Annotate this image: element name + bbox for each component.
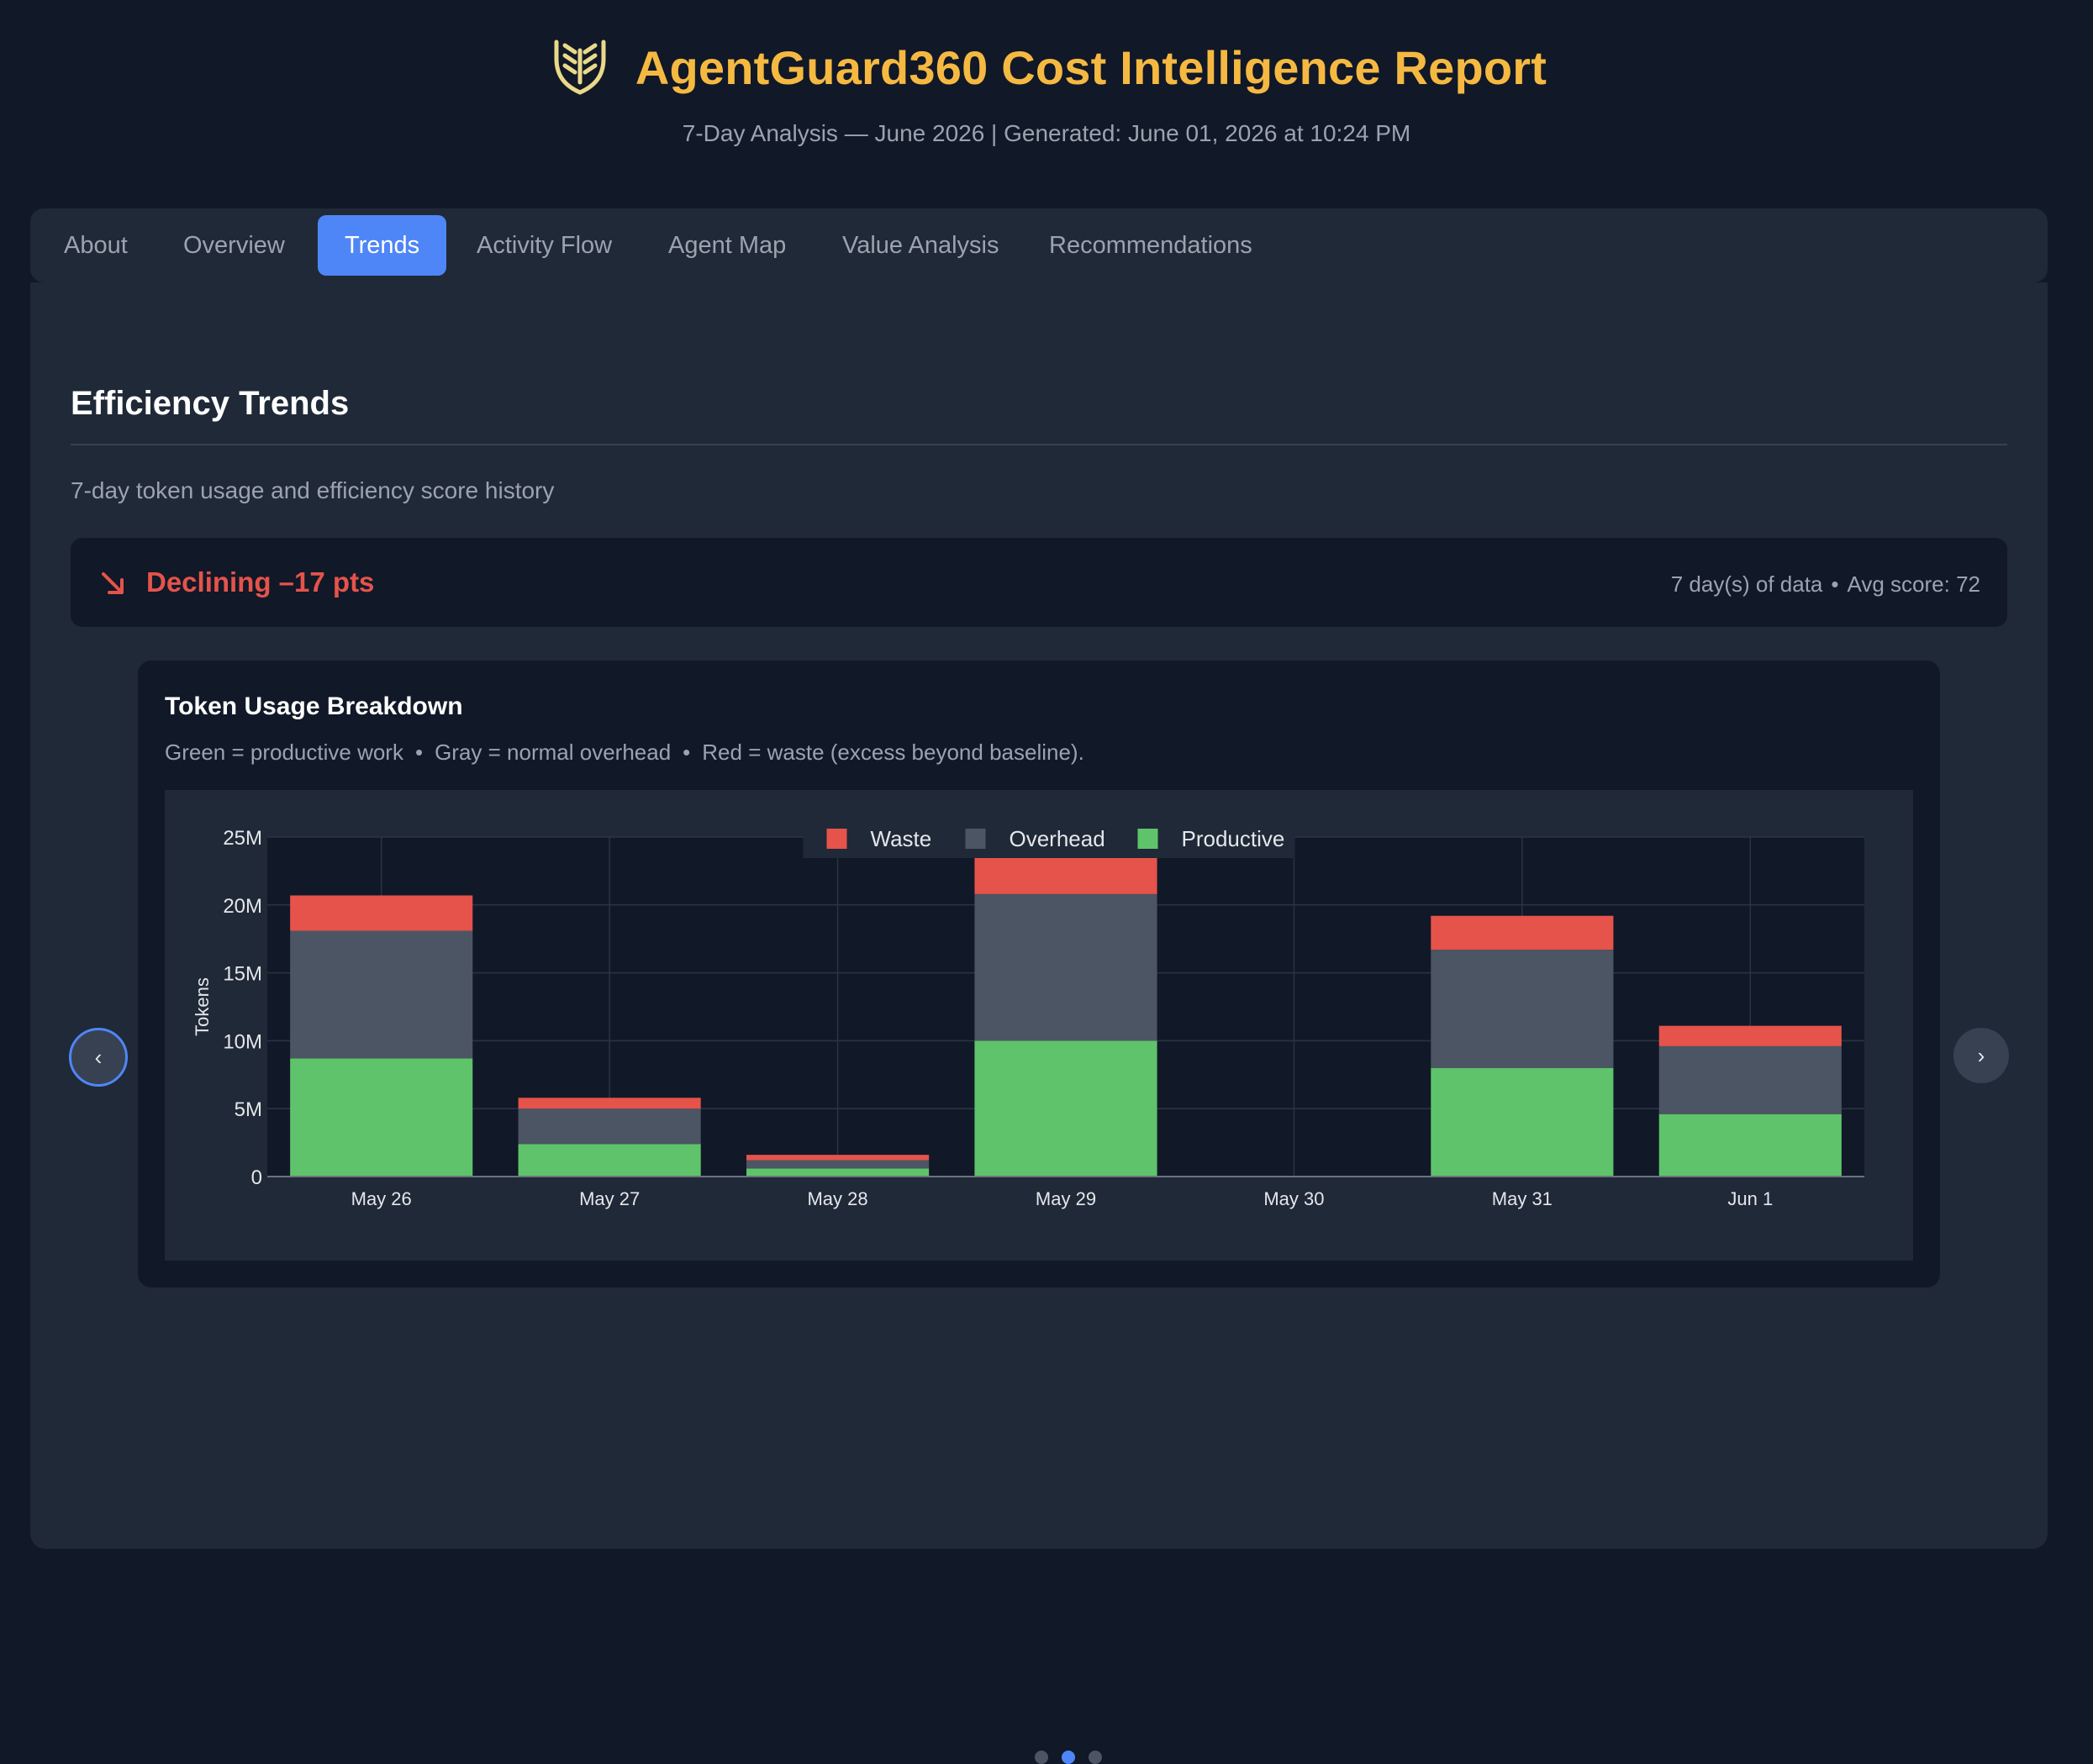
section-divider bbox=[71, 444, 2007, 445]
bar-waste bbox=[1431, 915, 1614, 950]
token-usage-card: Token Usage Breakdown Green = productive… bbox=[138, 661, 1940, 1287]
trend-avg-score: Avg score: 72 bbox=[1847, 571, 1980, 597]
x-tick-label: May 26 bbox=[351, 1188, 412, 1209]
x-tick-label: May 27 bbox=[579, 1188, 640, 1209]
tab-agent-map[interactable]: Agent Map bbox=[668, 232, 787, 259]
bar-productive bbox=[746, 1168, 930, 1177]
card-description: Green = productive work • Gray = normal ov… bbox=[165, 740, 1084, 766]
trend-meta: 7 day(s) of data • Avg score: 72 bbox=[1671, 571, 1980, 598]
bar-waste bbox=[746, 1155, 930, 1161]
x-tick-label: May 28 bbox=[807, 1188, 867, 1209]
legend-label-overhead: Overhead bbox=[1010, 826, 1105, 851]
trend-down-arrow-icon bbox=[102, 572, 124, 594]
carousel-dot-2[interactable] bbox=[1062, 1751, 1075, 1764]
legend-note-gray: Gray = normal overhead bbox=[435, 740, 672, 765]
tab-trends[interactable]: Trends bbox=[318, 215, 447, 276]
bar-productive bbox=[1431, 1067, 1614, 1177]
x-tick-label: Jun 1 bbox=[1727, 1188, 1773, 1209]
bar-overhead bbox=[746, 1160, 930, 1169]
bar-overhead bbox=[1658, 1045, 1842, 1114]
y-tick-label: 20M bbox=[223, 895, 262, 918]
y-tick-label: 5M bbox=[235, 1098, 262, 1121]
bar-waste bbox=[518, 1098, 701, 1109]
report-subtitle: 7-Day Analysis — June 2026 | Generated: … bbox=[682, 120, 1411, 146]
report-header: AgentGuard360 Cost Intelligence Report 7… bbox=[0, 0, 2093, 185]
stacked-bar-chart: 0 5M 10M 15M 20M 25M May 26 May 27 May 28 May 29 M… bbox=[192, 818, 1864, 1209]
trend-summary: Declining –17 pts 7 day(s) of data • Avg s… bbox=[71, 538, 2007, 627]
chart-area: 0 5M 10M 15M 20M 25M May 26 May 27 May 28 May 29 M… bbox=[165, 790, 1913, 1261]
trend-days: 7 day(s) of data bbox=[1670, 571, 1823, 597]
x-tick-label: May 29 bbox=[1036, 1188, 1096, 1209]
tab-value-analysis[interactable]: Value Analysis bbox=[842, 232, 999, 259]
bar-waste bbox=[1658, 1025, 1842, 1046]
tab-recommendations[interactable]: Recommendations bbox=[1049, 232, 1252, 259]
y-tick-label: 25M bbox=[223, 827, 262, 850]
legend-swatch-overhead bbox=[965, 829, 986, 849]
title-row: AgentGuard360 Cost Intelligence Report bbox=[0, 34, 2093, 101]
carousel-dot-3[interactable] bbox=[1089, 1751, 1102, 1764]
carousel-dot-1[interactable] bbox=[1035, 1751, 1048, 1764]
report-title: AgentGuard360 Cost Intelligence Report bbox=[635, 40, 1547, 94]
y-tick-label: 0 bbox=[251, 1166, 262, 1189]
bar-productive bbox=[290, 1058, 473, 1177]
carousel-next-button[interactable]: › bbox=[1953, 1028, 2009, 1083]
legend-label-productive: Productive bbox=[1182, 826, 1285, 851]
separator-dot: • bbox=[414, 740, 424, 765]
legend-swatch-waste bbox=[826, 829, 847, 849]
trend-label: Declining –17 pts bbox=[146, 566, 375, 598]
bar-overhead bbox=[518, 1108, 701, 1145]
bar-productive bbox=[518, 1144, 701, 1177]
legend-note-green: Green = productive work bbox=[165, 740, 403, 765]
bar-waste bbox=[290, 895, 473, 931]
bar-overhead bbox=[1431, 950, 1614, 1068]
carousel-indicators bbox=[1035, 1751, 1102, 1764]
separator-dot: • bbox=[683, 740, 691, 765]
tab-about[interactable]: About bbox=[64, 232, 128, 259]
tab-overview[interactable]: Overview bbox=[183, 232, 285, 259]
legend-note-red: Red = waste (excess beyond baseline). bbox=[702, 740, 1084, 765]
section-description: 7-day token usage and efficiency score h… bbox=[71, 477, 555, 503]
tab-bar: About Overview Trends Activity Flow Agen… bbox=[30, 208, 2048, 282]
y-tick-label: 10M bbox=[223, 1030, 262, 1053]
trends-panel: Efficiency Trends 7-day token usage and … bbox=[30, 282, 2048, 1764]
bar-overhead bbox=[974, 893, 1157, 1041]
section-title: Efficiency Trends bbox=[71, 385, 350, 422]
carousel-prev-button[interactable]: ‹ bbox=[69, 1028, 128, 1087]
legend-label-waste: Waste bbox=[871, 826, 932, 851]
bar-productive bbox=[974, 1040, 1157, 1177]
y-tick-label: 15M bbox=[223, 963, 262, 986]
bar-waste bbox=[974, 855, 1157, 894]
legend-box bbox=[803, 818, 1295, 858]
bar-productive bbox=[1658, 1114, 1842, 1177]
legend-swatch-productive bbox=[1137, 829, 1158, 849]
x-tick-label: May 31 bbox=[1492, 1188, 1553, 1209]
x-tick-label: May 30 bbox=[1263, 1188, 1324, 1209]
bar-overhead bbox=[290, 930, 473, 1059]
separator-dot: • bbox=[1831, 571, 1839, 597]
card-title: Token Usage Breakdown bbox=[165, 692, 463, 720]
tab-activity-flow[interactable]: Activity Flow bbox=[477, 232, 613, 259]
shield-logo-icon bbox=[554, 39, 606, 95]
y-axis-title: Tokens bbox=[192, 977, 213, 1036]
